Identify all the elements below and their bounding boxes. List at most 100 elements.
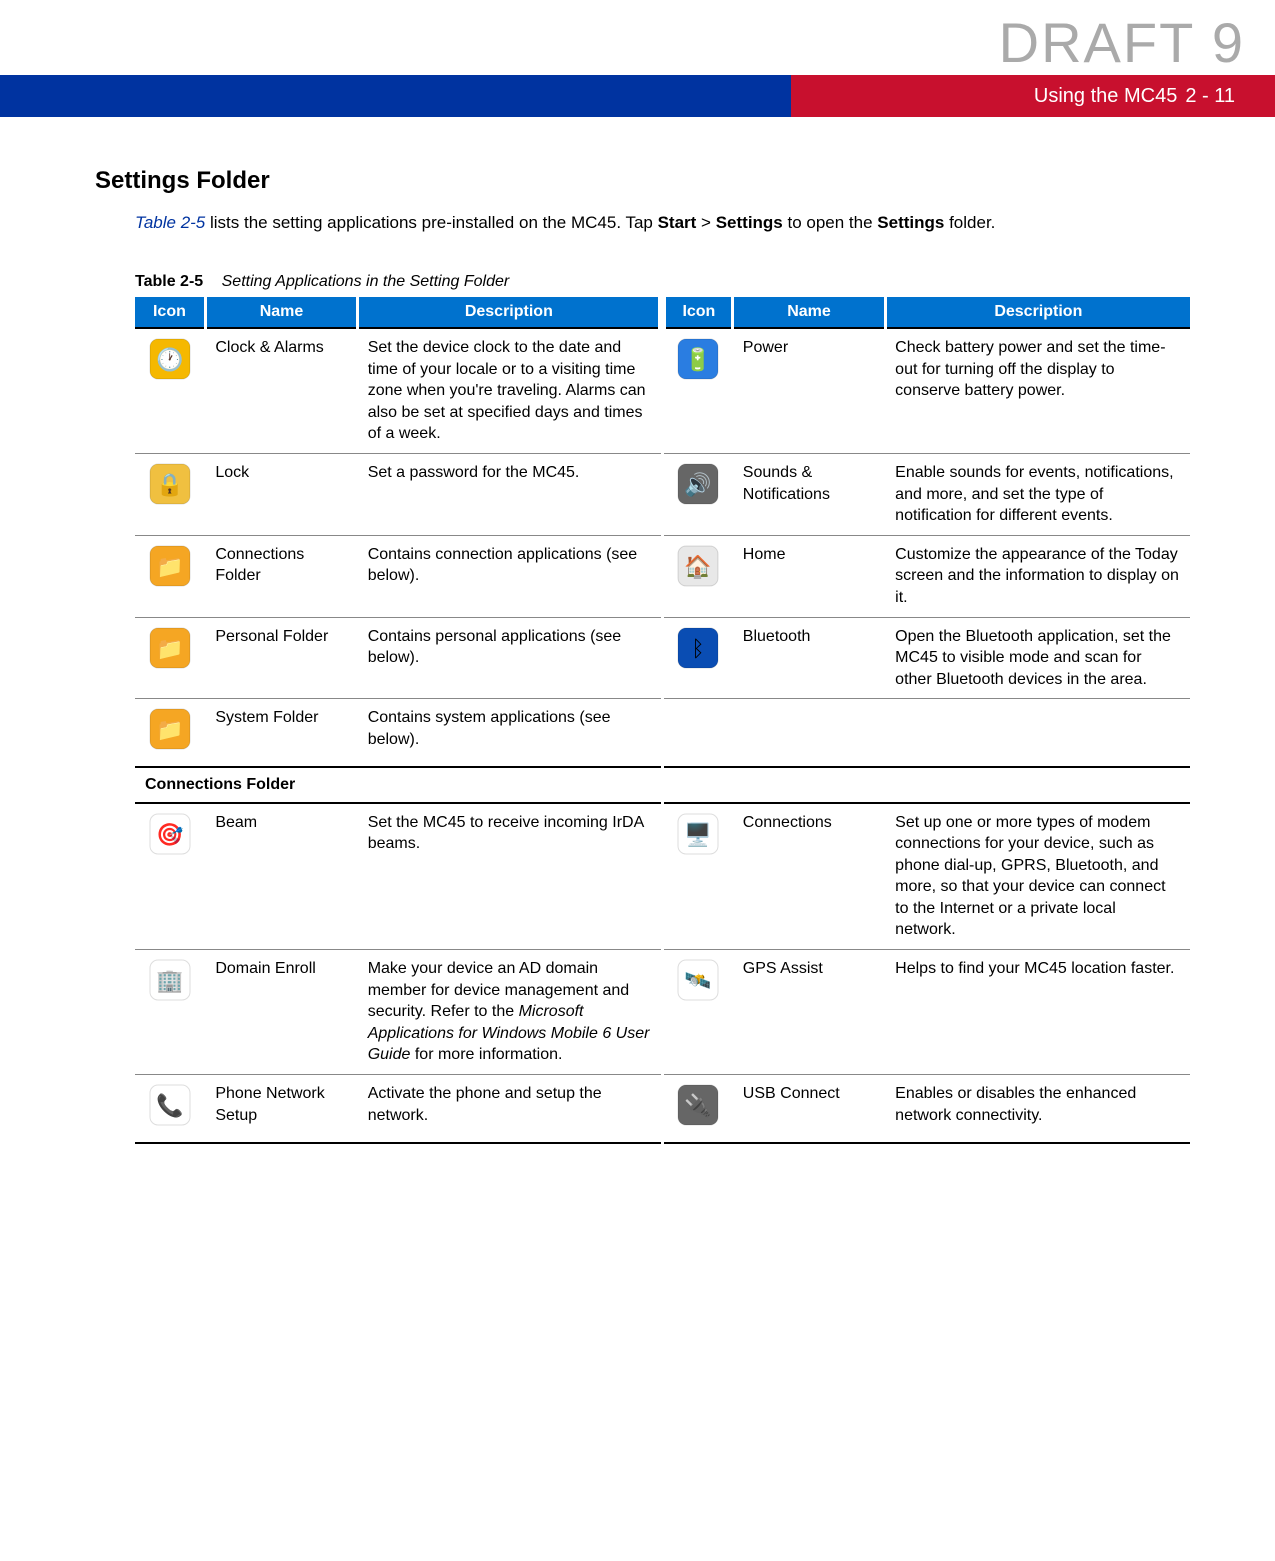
table-number: Table 2-5 <box>135 273 203 290</box>
svg-text:🔊: 🔊 <box>685 471 712 498</box>
connections-folder-icon: 📁 <box>148 544 192 588</box>
section-heading: Settings Folder <box>95 167 1190 195</box>
cell-icon-l: 🕐 <box>135 328 205 453</box>
cell-desc-l: Contains personal applications (see belo… <box>358 617 663 699</box>
usb-connect-icon: 🔌 <box>676 1083 720 1127</box>
cell-name-l: Clock & Alarms <box>205 328 357 453</box>
cell-name-r: Sounds & Notifications <box>733 453 885 535</box>
header-page-ref: 2 - 11 <box>1185 85 1235 108</box>
domain-enroll-icon: 🏢 <box>148 958 192 1002</box>
col-icon-r: Icon <box>662 297 732 328</box>
svg-text:🏠: 🏠 <box>685 554 712 579</box>
cell-name-r: GPS Assist <box>733 950 885 1075</box>
col-name-r: Name <box>733 297 885 328</box>
col-icon-l: Icon <box>135 297 205 328</box>
cell-icon-r: 🔊 <box>662 453 732 535</box>
connections-icon: 🖥️ <box>676 812 720 856</box>
cell-desc-r: Helps to find your MC45 location faster. <box>885 950 1190 1075</box>
cell-name-l: Personal Folder <box>205 617 357 699</box>
intro-table-ref-link[interactable]: Table 2-5 <box>135 213 205 232</box>
cell-icon-l: 📞 <box>135 1075 205 1143</box>
table-caption: Table 2-5 Setting Applications in the Se… <box>135 273 1190 291</box>
cell-name-l: System Folder <box>205 699 357 767</box>
lock-icon: 🔒 <box>148 462 192 506</box>
table-row: 📁Connections FolderContains connection a… <box>135 535 1190 617</box>
cell-name-l: Beam <box>205 803 357 950</box>
settings-table: Icon Name Description Icon Name Descript… <box>135 297 1190 1144</box>
cell-desc-r: Check battery power and set the time-out… <box>885 328 1190 453</box>
bluetooth-icon: ᛒ <box>676 626 720 670</box>
cell-icon-r: 🖥️ <box>662 803 732 950</box>
svg-text:🔒: 🔒 <box>156 472 183 497</box>
cell-icon-l: 📁 <box>135 699 205 767</box>
cell-desc-r: Open the Bluetooth application, set the … <box>885 617 1190 699</box>
draft-watermark: DRAFT 9 <box>999 10 1245 75</box>
header-accent-right: Using the MC45 2 - 11 <box>791 75 1275 117</box>
cell-icon-r: ᛒ <box>662 617 732 699</box>
cell-name-r: Power <box>733 328 885 453</box>
svg-text:📁: 📁 <box>156 554 183 579</box>
intro-bold-settings: Settings <box>716 213 783 232</box>
cell-desc-l: Contains system applications (see below)… <box>358 699 663 767</box>
page-header-bar: Using the MC45 2 - 11 <box>0 75 1275 117</box>
cell-name-r: Connections <box>733 803 885 950</box>
intro-paragraph: Table 2-5 lists the setting applications… <box>135 213 1190 233</box>
cell-icon-r: 🔋 <box>662 328 732 453</box>
cell-name-r: Home <box>733 535 885 617</box>
svg-text:🖥️: 🖥️ <box>685 822 712 847</box>
system-folder-icon: 📁 <box>148 707 192 751</box>
cell-desc-l: Activate the phone and setup the network… <box>358 1075 663 1143</box>
cell-icon-l: 🔒 <box>135 453 205 535</box>
table-section-row: Connections Folder <box>135 767 1190 803</box>
cell-name-l: Lock <box>205 453 357 535</box>
svg-text:🔋: 🔋 <box>685 347 712 372</box>
cell-icon-r: 🛰️ <box>662 950 732 1075</box>
sounds-icon: 🔊 <box>676 462 720 506</box>
intro-gt: > <box>696 213 715 232</box>
cell-desc-r: Set up one or more types of modem connec… <box>885 803 1190 950</box>
cell-icon-r: 🏠 <box>662 535 732 617</box>
table-row: 🕐 Clock & AlarmsSet the device clock to t… <box>135 328 1190 453</box>
beam-icon: 🎯 <box>148 812 192 856</box>
cell-icon-r: 🔌 <box>662 1075 732 1143</box>
svg-text:🛰️: 🛰️ <box>685 968 712 993</box>
cell-desc-l: Make your device an AD domain member for… <box>358 950 663 1075</box>
cell-desc-r: Customize the appearance of the Today sc… <box>885 535 1190 617</box>
intro-bold-start: Start <box>658 213 697 232</box>
cell-name-l: Phone Network Setup <box>205 1075 357 1143</box>
phone-network-icon: 📞 <box>148 1083 192 1127</box>
table-row: 📞 Phone Network SetupActivate the phone a… <box>135 1075 1190 1143</box>
svg-text:🔌: 🔌 <box>685 1093 712 1118</box>
col-name-l: Name <box>205 297 357 328</box>
svg-text:ᛒ: ᛒ <box>692 636 705 661</box>
home-icon: 🏠 <box>676 544 720 588</box>
cell-desc-l: Set the device clock to the date and tim… <box>358 328 663 453</box>
cell-desc-l: Set a password for the MC45. <box>358 453 663 535</box>
header-title: Using the MC45 <box>1034 85 1177 108</box>
col-desc-r: Description <box>885 297 1190 328</box>
intro-text-a: lists the setting applications pre-insta… <box>205 213 657 232</box>
svg-text:🎯: 🎯 <box>156 822 183 847</box>
table-row: 📁 System FolderContains system applicatio… <box>135 699 1190 767</box>
table-row: 🎯BeamSet the MC45 to receive incoming Ir… <box>135 803 1190 950</box>
table-row: 🏢Domain EnrollMake your device an AD dom… <box>135 950 1190 1075</box>
clock-alarms-icon: 🕐 <box>148 337 192 381</box>
table-row: 📁 Personal FolderContains personal applic… <box>135 617 1190 699</box>
svg-text:📁: 📁 <box>156 717 183 742</box>
svg-text:🏢: 🏢 <box>156 968 183 993</box>
cell-icon-r <box>662 699 732 767</box>
svg-text:📁: 📁 <box>156 636 183 661</box>
personal-folder-icon: 📁 <box>148 626 192 670</box>
power-icon: 🔋 <box>676 337 720 381</box>
section-title: Connections Folder <box>135 767 1190 803</box>
gps-assist-icon: 🛰️ <box>676 958 720 1002</box>
cell-icon-l: 📁 <box>135 617 205 699</box>
cell-icon-l: 🎯 <box>135 803 205 950</box>
table-title: Setting Applications in the Setting Fold… <box>222 273 510 290</box>
svg-text:📞: 📞 <box>156 1091 184 1118</box>
svg-text:🕐: 🕐 <box>156 347 183 372</box>
cell-icon-l: 📁 <box>135 535 205 617</box>
col-desc-l: Description <box>358 297 663 328</box>
cell-desc-l: Contains connection applications (see be… <box>358 535 663 617</box>
cell-icon-l: 🏢 <box>135 950 205 1075</box>
